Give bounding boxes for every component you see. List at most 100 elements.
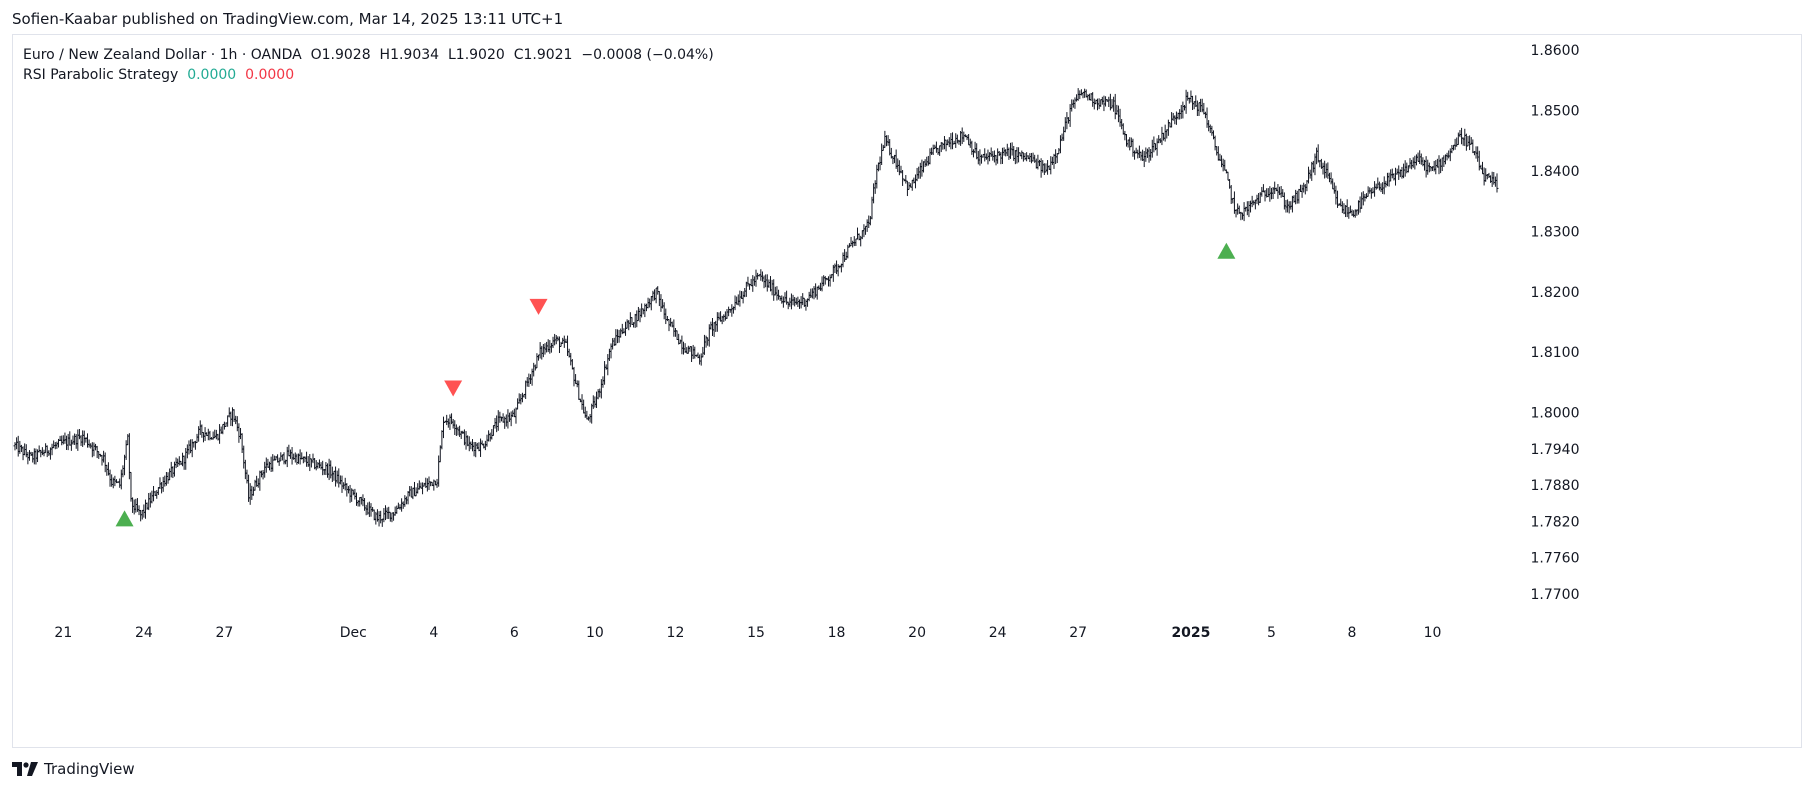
ohlc-bar [1295, 190, 1299, 204]
ohlc-bar [139, 509, 143, 522]
ohlc-bar [319, 462, 323, 470]
ohlc-bar [1118, 108, 1122, 127]
ohlc-bar [401, 501, 405, 509]
ohlc-bar [741, 291, 745, 304]
ohlc-bar [90, 442, 94, 458]
ohlc-bar [538, 342, 542, 359]
ohlc-bar [601, 376, 605, 388]
ohlc-bar [1242, 202, 1246, 222]
ohlc-bar [1194, 95, 1198, 107]
time-tick-label: 6 [510, 625, 519, 641]
ohlc-bar [490, 429, 494, 440]
open-value: 1.9028 [321, 47, 371, 63]
ohlc-bar [516, 398, 520, 410]
ohlc-bar [421, 482, 425, 495]
ohlc-bar [648, 298, 652, 308]
ohlc-bar [395, 505, 399, 514]
ohlc-bar [176, 458, 180, 468]
ohlc-bar [474, 442, 478, 458]
ohlc-bar [409, 486, 413, 498]
ohlc-bar [1060, 133, 1064, 142]
ohlc-bar [1276, 184, 1280, 199]
ohlc-bar [1182, 104, 1186, 111]
ohlc-bar [794, 297, 798, 305]
ohlc-bar [1419, 153, 1423, 165]
ohlc-bar [1128, 137, 1132, 151]
ohlc-bar [635, 310, 639, 328]
ohlc-bar [103, 452, 107, 473]
ohlc-bar [815, 286, 819, 300]
ohlc-bar [765, 274, 769, 292]
ohlc-bar [1323, 160, 1327, 179]
ohlc-bar [1297, 188, 1301, 204]
ohlc-bar [1460, 127, 1464, 145]
ohlc-bar [686, 345, 690, 354]
chart-pane[interactable]: 1.8600 1.8500 1.8400 1.8300 1.8200 1.8100 1.80… [12, 34, 1802, 748]
buy-signal-marker [1217, 242, 1236, 259]
ohlc-bar [872, 183, 876, 204]
ohlc-bar [1153, 143, 1157, 151]
ohlc-bar [715, 312, 719, 332]
tradingview-brand[interactable]: TradingView [12, 760, 135, 778]
ohlc-bar [1437, 155, 1441, 175]
ohlc-bar [992, 150, 996, 163]
buy-signal-marker [115, 510, 134, 527]
ohlc-bar [640, 303, 644, 318]
ohlc-bar [1104, 96, 1108, 107]
ohlc-bar [1125, 133, 1128, 147]
ohlc-bar [868, 215, 872, 226]
ohlc-bar [1226, 171, 1230, 181]
ohlc-bar [467, 436, 471, 452]
ohlc-bar [364, 504, 368, 516]
time-axis[interactable]: 21 24 27 Dec 4 6 10 12 15 18 20 24 27 2025 5 8 10 [54, 625, 1441, 641]
ohlc-bar [158, 477, 162, 490]
ohlc-bar [79, 435, 83, 446]
ohlc-bar [1311, 160, 1315, 173]
ohlc-bar [1284, 199, 1288, 213]
ohlc-bar [441, 416, 445, 439]
ohlc-bar [1334, 185, 1338, 205]
ohlc-bar [926, 155, 930, 166]
ohlc-bar [1052, 153, 1056, 169]
price-tick-label: 1.7760 [1531, 551, 1580, 567]
ohlc-bar [922, 161, 926, 173]
ohlc-bar [577, 380, 581, 400]
indicator-legend-row[interactable]: RSI Parabolic Strategy 0.0000 0.0000 [23, 65, 714, 85]
ohlc-bar [118, 478, 122, 488]
ohlc-bar [883, 130, 887, 148]
ohlc-bar [1302, 182, 1306, 193]
ohlc-bar [712, 322, 716, 337]
price-chart[interactable]: 1.8600 1.8500 1.8400 1.8300 1.8200 1.8100 1.80… [13, 35, 1801, 747]
ohlc-bar [479, 438, 483, 457]
ohlc-bar [380, 518, 384, 527]
ohlc-bar [614, 329, 618, 346]
ohlc-bar [1416, 152, 1420, 162]
ohlc-bar [1440, 157, 1444, 172]
ohlc-bar [425, 478, 429, 492]
ohlc-bar [192, 441, 196, 448]
time-tick-label: 10 [1424, 625, 1442, 641]
ohlc-bar [211, 431, 215, 440]
ohlc-bar [485, 434, 489, 447]
ohlc-bar [69, 439, 73, 451]
ohlc-bar [392, 512, 396, 521]
ohlc-bar [66, 433, 70, 451]
ohlc-bar [559, 341, 563, 347]
ohlc-bar [789, 293, 793, 310]
ohlc-bar [240, 433, 244, 453]
ohlc-bar [822, 275, 826, 287]
ohlc-bar [901, 170, 905, 186]
ohlc-bar [1310, 161, 1314, 181]
ohlc-bar [172, 461, 176, 477]
ohlc-bar [493, 417, 497, 429]
ohlc-bar [1195, 100, 1199, 117]
ohlc-bar [417, 480, 421, 490]
high-label: H [379, 47, 391, 63]
time-tick-label: 27 [1069, 625, 1087, 641]
price-axis[interactable]: 1.8600 1.8500 1.8400 1.8300 1.8200 1.8100 1.80… [1531, 43, 1580, 603]
ohlc-bar [989, 147, 993, 157]
ohlc-bar [698, 354, 702, 365]
ohlc-bar [628, 312, 632, 328]
symbol-legend-row[interactable]: Euro / New Zealand Dollar · 1h · OANDA O… [23, 45, 714, 65]
ohlc-bar [947, 137, 951, 148]
